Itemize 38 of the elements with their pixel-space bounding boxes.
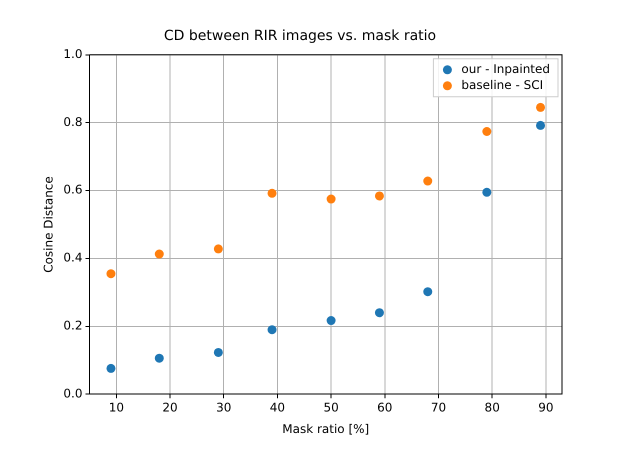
point: [482, 127, 492, 136]
point: [536, 102, 546, 112]
y-tick-label: 0.8: [63, 114, 82, 129]
point: [536, 120, 546, 130]
x-axis-title: Mask ratio [%]: [282, 422, 370, 436]
y-axis-title: Cosine Distance: [41, 176, 56, 273]
point: [214, 348, 223, 357]
point: [423, 176, 432, 186]
point: [268, 188, 277, 198]
point: [154, 354, 164, 363]
y-tick-label: 0.4: [63, 250, 82, 265]
point: [482, 188, 492, 197]
y-tick-label: 0.6: [63, 182, 82, 197]
x-tick-label: 60: [377, 400, 392, 415]
point: [106, 364, 116, 373]
x-tick-label: 40: [270, 400, 286, 415]
legend-label: baseline - SCI: [461, 78, 544, 92]
point: [423, 287, 432, 296]
point: [326, 194, 336, 204]
point: [326, 316, 336, 326]
point: [154, 250, 164, 259]
point: [214, 244, 223, 254]
x-tick-label: 30: [216, 400, 232, 415]
x-tick-label: 90: [538, 400, 554, 415]
y-tick-label: 1.0: [63, 46, 82, 61]
point: [374, 308, 384, 318]
x-tick-label: 10: [108, 400, 124, 415]
legend-label: our - Inpainted: [461, 62, 550, 76]
x-tick-label: 70: [430, 400, 446, 415]
chart-title: CD between RIR images vs. mask ratio: [164, 28, 436, 44]
point: [374, 191, 384, 200]
x-tick-label: 20: [162, 400, 178, 415]
y-tick-label: 0.2: [63, 318, 82, 332]
point: [268, 325, 277, 334]
point: [106, 269, 116, 278]
y-tick-label: 0.0: [63, 386, 82, 400]
x-tick-label: 80: [484, 400, 500, 415]
x-tick-label: 50: [323, 400, 339, 415]
